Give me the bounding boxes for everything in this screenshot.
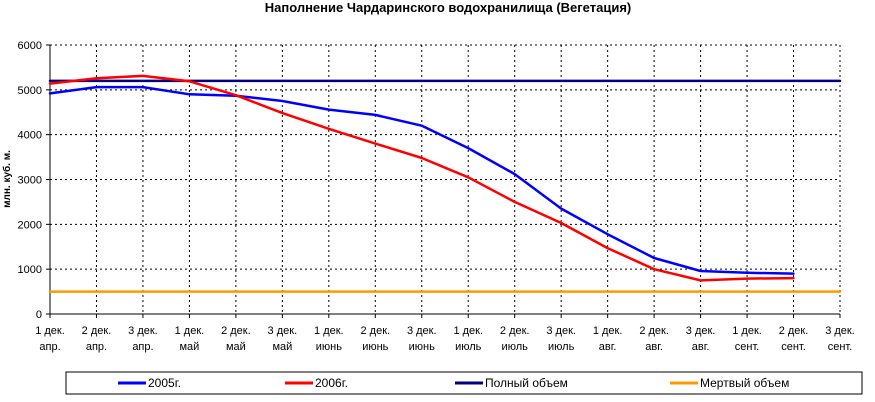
x-tick-label-line2: авг. [645,341,663,353]
series-line-1 [48,74,795,282]
x-tick-label-line2: июнь [362,341,388,353]
legend: 2005г. 2006г. Полный объем Мертвый объем [65,371,863,395]
x-tick-label-line1: 2 дек. [82,325,112,337]
x-tick-label-line2: апр. [132,341,153,353]
legend-label-1: 2006г. [315,376,348,390]
legend-label-3: Мертвый объем [700,376,789,390]
legend-label-2: Полный объем [485,376,568,390]
x-tick-label-line1: 1 дек. [453,325,483,337]
y-axis-label: млн. куб. м. [1,150,13,208]
x-tick-label-line2: апр. [39,341,60,353]
x-axis-ticks: 1 дек. апр. 2 дек. апр. 3 дек. апр. 1 дек. май 2… [35,314,855,353]
x-tick-label-line2: июль [502,341,529,353]
x-tick-label-line1: 1 дек. [35,325,65,337]
x-tick-label-line2: апр. [86,341,107,353]
x-tick-label-line2: май [272,341,292,353]
x-tick-label-line1: 2 дек. [221,325,251,337]
plot-area [49,44,841,315]
x-tick-label-line1: 2 дек. [779,325,809,337]
series-lines [48,74,842,293]
x-tick-label-line1: 1 дек. [593,325,623,337]
x-tick-label-line2: сент. [781,341,806,353]
x-tick-label-line2: июль [455,341,482,353]
x-tick-label-line2: сент. [735,341,760,353]
x-tick-label-line2: июнь [316,341,342,353]
y-axis-ticks: 0 1000 2000 3000 4000 5000 6000 [18,40,50,321]
x-tick-label-line2: сент. [828,341,853,353]
y-tick-label: 3000 [18,175,42,187]
x-tick-label-line1: 1 дек. [314,325,344,337]
x-tick-label-line1: 3 дек. [546,325,576,337]
x-tick-label-line2: июль [548,341,575,353]
y-tick-label: 1000 [18,264,42,276]
x-tick-label-line1: 1 дек. [732,325,762,337]
x-tick-label-line1: 3 дек. [686,325,716,337]
x-tick-label-line1: 1 дек. [175,325,205,337]
y-tick-label: 5000 [18,85,42,97]
chart-title: Наполнение Чардаринского водохранилища (… [265,0,632,15]
x-tick-label-line1: 3 дек. [825,325,855,337]
y-tick-label: 6000 [18,40,42,52]
x-tick-label-line1: 3 дек. [128,325,158,337]
x-tick-label-line2: июнь [409,341,435,353]
x-tick-label-line1: 3 дек. [407,325,437,337]
x-tick-label-line1: 3 дек. [268,325,298,337]
y-tick-label: 2000 [18,219,42,231]
x-tick-label-line1: 2 дек. [500,325,530,337]
x-tick-label-line1: 2 дек. [639,325,669,337]
y-tick-label: 0 [36,309,42,321]
x-tick-label-line1: 2 дек. [360,325,390,337]
x-tick-label-line2: авг. [692,341,710,353]
series-line-0 [48,85,795,275]
x-tick-label-line2: май [179,341,199,353]
x-tick-label-line2: май [226,341,246,353]
y-tick-label: 4000 [18,130,42,142]
x-tick-label-line2: авг. [599,341,617,353]
legend-label-0: 2005г. [148,376,181,390]
